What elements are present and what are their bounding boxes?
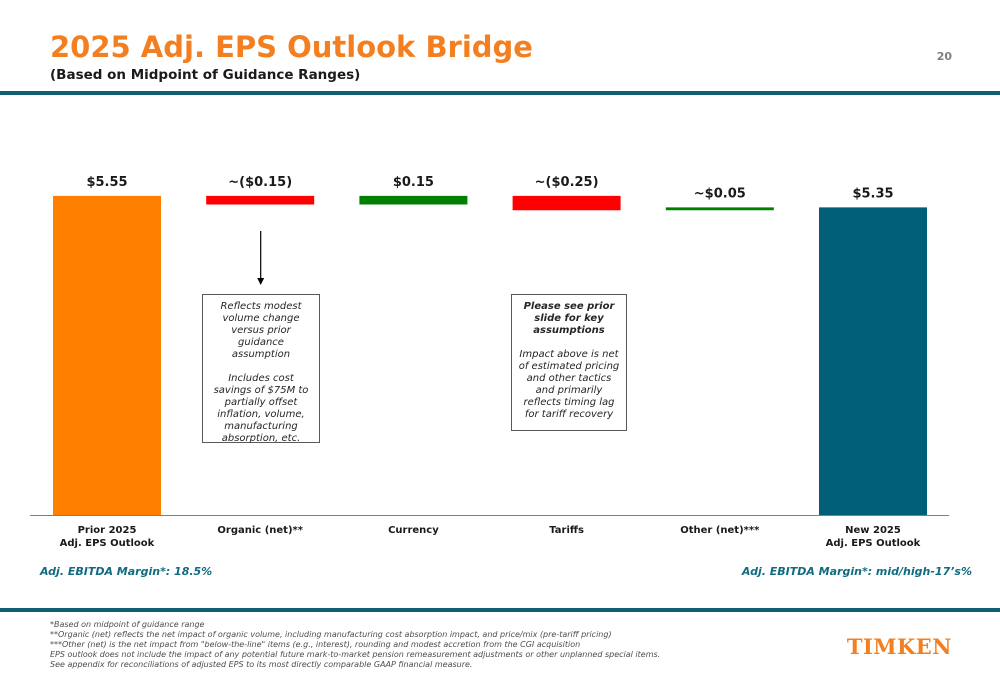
data-label-5: $5.35: [852, 186, 893, 201]
page-number: 20: [936, 50, 952, 63]
new-ebitda-margin: Adj. EBITDA Margin*: mid/high-17’s%: [741, 565, 972, 578]
footnote-1: *Based on midpoint of guidance range: [50, 620, 205, 629]
data-label-2: $0.15: [393, 175, 434, 190]
data-label-0: $5.55: [86, 175, 127, 190]
bar-3: [512, 195, 621, 211]
data-label-4: ~$0.05: [694, 186, 746, 201]
footnote-2: **Organic (net) reflects the net impact …: [50, 630, 612, 639]
bar-0: [53, 195, 161, 515]
footnote-5: See appendix for reconciliations of adju…: [50, 660, 473, 669]
organic-annotation-text-2: Includes cost savings of $75M to partial…: [213, 373, 309, 444]
footnote-3: ***Other (net) is the net impact from "b…: [50, 640, 581, 649]
tariffs-annotation-heading: Please see prior slide for key assumptio…: [523, 301, 615, 336]
category-label-3: Tariffs: [549, 525, 584, 536]
page-title: 2025 Adj. EPS Outlook Bridge: [50, 30, 533, 64]
category-label-5: New 2025 Adj. EPS Outlook: [826, 525, 921, 549]
bar-1: [206, 195, 315, 205]
bar-2: [359, 195, 468, 205]
eps-bridge-chart: $5.55 Prior 2025 Adj. EPS Outlook ~($0.15) O…: [30, 175, 949, 549]
timken-logo: TIMKEN: [846, 634, 952, 659]
prior-ebitda-margin: Adj. EBITDA Margin*: 18.5%: [40, 565, 213, 578]
category-label-4: Other (net)***: [680, 525, 760, 536]
bar-4: [665, 207, 774, 211]
header-divider: [0, 91, 1000, 95]
category-label-2: Currency: [388, 525, 439, 536]
organic-annotation-text-1: Reflects modest volume change versus pri…: [220, 301, 302, 360]
page-subtitle: (Based on Midpoint of Guidance Ranges): [50, 67, 361, 83]
tariffs-annotation-body: Impact above is net of estimated pricing…: [518, 349, 620, 420]
data-label-3: ~($0.25): [535, 175, 599, 190]
bar-5: [819, 207, 927, 515]
organic-arrow-head: [257, 278, 265, 285]
footnotes: *Based on midpoint of guidance range **O…: [50, 620, 660, 670]
tariffs-annotation-box: Please see prior slide for key assumptio…: [511, 294, 627, 431]
category-label-0: Prior 2025 Adj. EPS Outlook: [60, 525, 155, 549]
organic-annotation-box: Reflects modest volume change versus pri…: [202, 294, 320, 444]
footnote-4: EPS outlook does not include the impact …: [50, 650, 661, 659]
data-label-1: ~($0.15): [228, 175, 292, 190]
footer-divider: [0, 608, 1000, 612]
category-label-1: Organic (net)**: [217, 525, 303, 536]
